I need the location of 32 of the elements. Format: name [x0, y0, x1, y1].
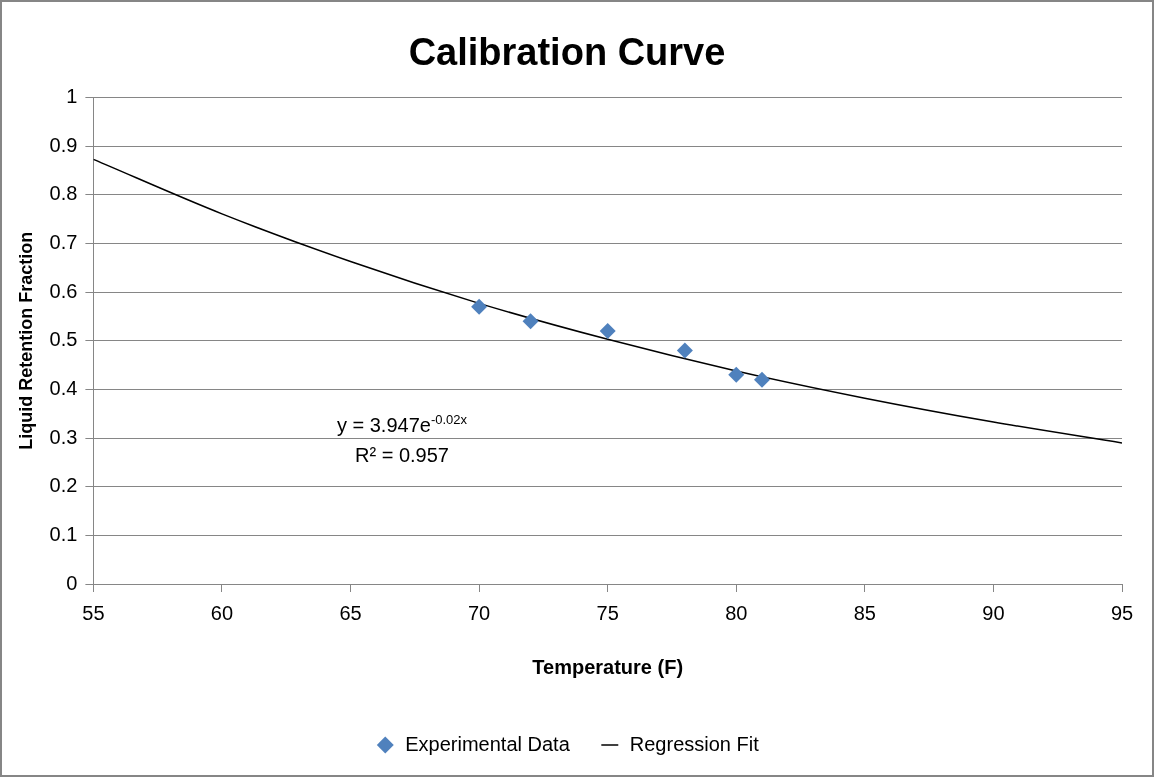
x-axis-title: Temperature (F): [532, 655, 684, 678]
x-tick-label: 60: [210, 601, 234, 624]
annotation: R² = 0.957: [355, 443, 449, 466]
x-tick-label: 90: [982, 601, 1005, 624]
chart-title: Calibration Curve: [408, 31, 726, 74]
point: [471, 298, 488, 315]
y-tick-label: 0.2: [49, 474, 78, 497]
y-tick-label: 0.9: [49, 133, 78, 156]
point: [728, 366, 745, 383]
y-tick-label: 0.4: [49, 376, 78, 399]
x-tick-label: 65: [339, 601, 362, 624]
y-tick-label: 1: [66, 85, 78, 108]
legend-label: Regression Fit: [629, 732, 760, 755]
legend-label: Experimental Data: [405, 732, 571, 755]
y-axis-title: Liquid Retention Fraction: [15, 231, 36, 450]
point: [599, 323, 616, 340]
y-tick-label: 0: [66, 571, 78, 594]
y-tick-label: 0.1: [49, 522, 78, 545]
y-tick-label: 0.7: [49, 231, 78, 254]
point: [676, 342, 693, 359]
x-tick-label: 70: [468, 601, 491, 624]
x-tick-label: 55: [82, 601, 105, 624]
x-tick-label: 80: [725, 601, 748, 624]
y-tick-label: 0.5: [49, 328, 78, 351]
y-tick-label: 0.3: [49, 425, 78, 448]
y-tick-label: 0.8: [49, 182, 78, 205]
y-tick-label: 0.6: [49, 279, 78, 302]
x-tick-label: 95: [1110, 601, 1134, 624]
x-tick-label: 85: [853, 601, 876, 624]
x-tick-label: 75: [596, 601, 619, 624]
point: [753, 371, 770, 388]
point: [522, 313, 539, 330]
